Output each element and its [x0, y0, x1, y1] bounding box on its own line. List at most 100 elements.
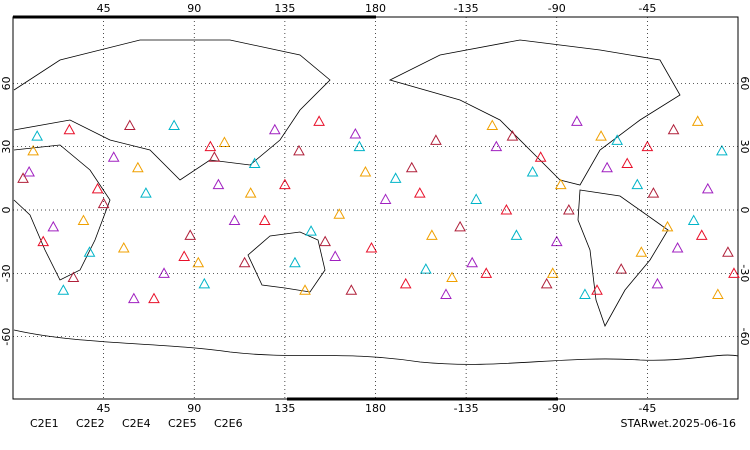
triangle-marker: [687, 214, 700, 226]
triangle-marker: [319, 235, 332, 247]
triangle-marker: [293, 144, 305, 156]
x-tick-label: -90: [548, 402, 566, 415]
x-tick-label: 135: [274, 402, 295, 415]
triangle-marker: [728, 267, 740, 278]
triangle-marker: [691, 115, 704, 126]
triangle-marker: [540, 277, 553, 289]
triangle-marker: [248, 157, 261, 169]
triangle-marker: [258, 214, 271, 226]
triangle-marker: [299, 284, 311, 295]
triangle-marker: [526, 165, 539, 177]
triangle-marker: [123, 119, 136, 131]
triangle-marker: [198, 277, 211, 289]
triangle-marker: [353, 140, 366, 152]
coastlines: [13, 39, 739, 365]
x-tick-label: 45: [97, 402, 111, 415]
triangle-marker: [405, 161, 418, 173]
triangle-marker: [279, 178, 291, 190]
eurasia: [13, 39, 331, 181]
y-tick-label: -60: [738, 328, 750, 346]
triangle-marker: [57, 284, 70, 295]
triangle-marker: [506, 130, 519, 141]
x-tick-label: 45: [97, 2, 111, 15]
triangle-marker: [305, 225, 317, 236]
triangle-marker: [117, 241, 130, 253]
triangle-marker: [27, 144, 39, 156]
triangle-marker: [695, 229, 708, 240]
legend-entry: C2E4: [122, 417, 151, 430]
triangle-marker: [140, 187, 152, 198]
triangle-marker: [651, 277, 664, 289]
triangle-marker: [238, 256, 251, 268]
triangle-marker: [204, 140, 217, 152]
triangle-marker: [454, 220, 466, 232]
triangle-marker: [97, 197, 110, 209]
triangle-marker: [148, 292, 160, 304]
triangle-marker: [571, 115, 583, 126]
triangle-marker: [641, 140, 654, 152]
triangle-marker: [244, 187, 257, 198]
triangle-marker: [184, 229, 197, 240]
triangle-marker: [470, 193, 483, 204]
x-tick-label: 90: [187, 402, 201, 415]
triangle-marker: [212, 178, 225, 190]
triangle-marker: [500, 203, 513, 215]
triangle-marker: [554, 178, 567, 190]
triangle-marker: [562, 203, 575, 215]
y-tick-label: 30: [0, 140, 13, 154]
triangle-marker: [333, 208, 346, 219]
triangle-marker: [510, 229, 523, 240]
triangle-marker: [591, 284, 603, 295]
x-tick-label: 180: [365, 2, 386, 15]
triangle-marker: [389, 172, 402, 183]
x-tick-label: 135: [274, 2, 295, 15]
triangle-marker: [440, 288, 452, 299]
triangle-marker: [178, 250, 191, 261]
triangle-marker: [107, 151, 120, 162]
y-tick-label: 60: [738, 76, 750, 90]
triangle-marker: [168, 119, 180, 131]
y-tick-label: 60: [0, 76, 13, 90]
triangle-marker: [365, 241, 378, 253]
triangle-marker: [83, 246, 96, 257]
triangle-marker: [486, 119, 499, 131]
triangle-marker: [430, 134, 442, 145]
australia: [247, 231, 326, 293]
marks: [17, 115, 740, 304]
x-tick-label: -45: [638, 2, 656, 15]
triangle-marker: [647, 187, 660, 198]
triangle-marker: [621, 157, 634, 169]
triangle-marker: [132, 161, 144, 173]
triangle-marker: [349, 127, 362, 139]
triangle-marker: [534, 151, 547, 162]
triangle-marker: [329, 250, 342, 261]
triangle-marker: [712, 288, 724, 299]
triangle-marker: [289, 256, 301, 268]
triangle-marker: [579, 288, 591, 299]
triangle-marker: [413, 187, 426, 198]
triangle-marker: [546, 267, 559, 278]
y-tick-label: -30: [738, 264, 750, 282]
y-tick-label: -30: [0, 264, 13, 282]
triangle-marker: [480, 267, 493, 278]
legend-entry: C2E5: [168, 417, 197, 430]
triangle-marker: [208, 151, 221, 162]
triangle-marker: [601, 161, 613, 173]
antarctica: [13, 329, 739, 365]
triangle-marker: [611, 134, 624, 145]
x-tick-label: -90: [548, 2, 566, 15]
triangle-marker: [91, 182, 104, 194]
x-tick-label: 180: [365, 402, 386, 415]
legend-entry: C2E6: [214, 417, 243, 430]
north-america: [388, 39, 681, 186]
legend-entry: C2E2: [76, 417, 105, 430]
triangle-marker: [399, 277, 412, 289]
triangle-marker: [667, 123, 680, 135]
triangle-marker: [701, 182, 714, 194]
triangle-marker: [722, 246, 734, 257]
triangle-marker: [268, 123, 281, 135]
triangle-marker: [716, 144, 728, 156]
triangle-marker: [31, 130, 44, 141]
triangle-marker: [313, 115, 325, 126]
triangle-marker: [228, 214, 241, 226]
